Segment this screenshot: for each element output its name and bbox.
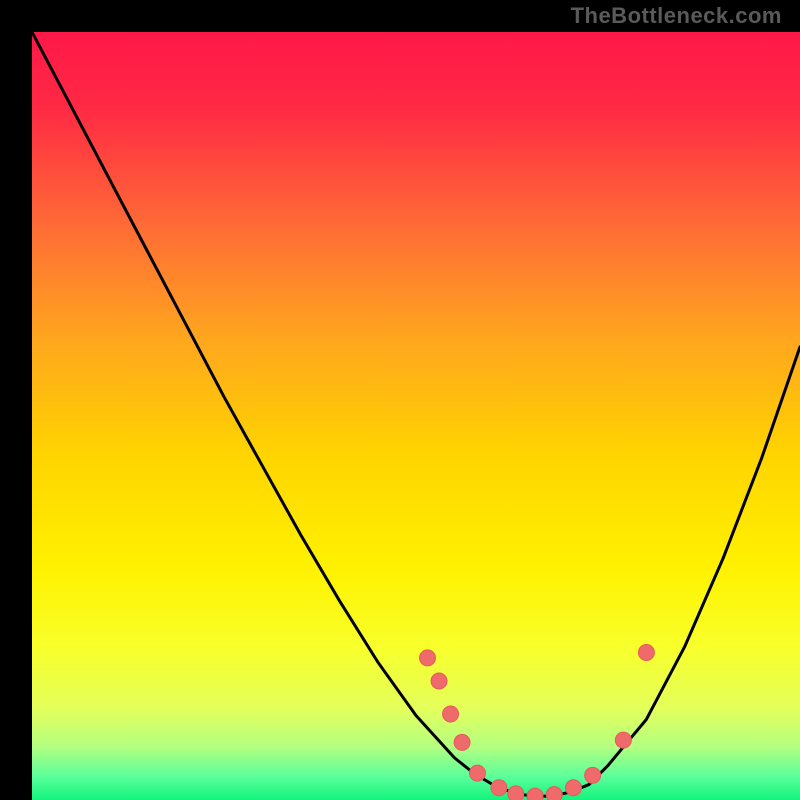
chart-frame: [0, 0, 800, 800]
watermark-text: TheBottleneck.com: [571, 3, 782, 29]
gradient-background: [32, 32, 800, 800]
plot-area: [32, 32, 800, 800]
